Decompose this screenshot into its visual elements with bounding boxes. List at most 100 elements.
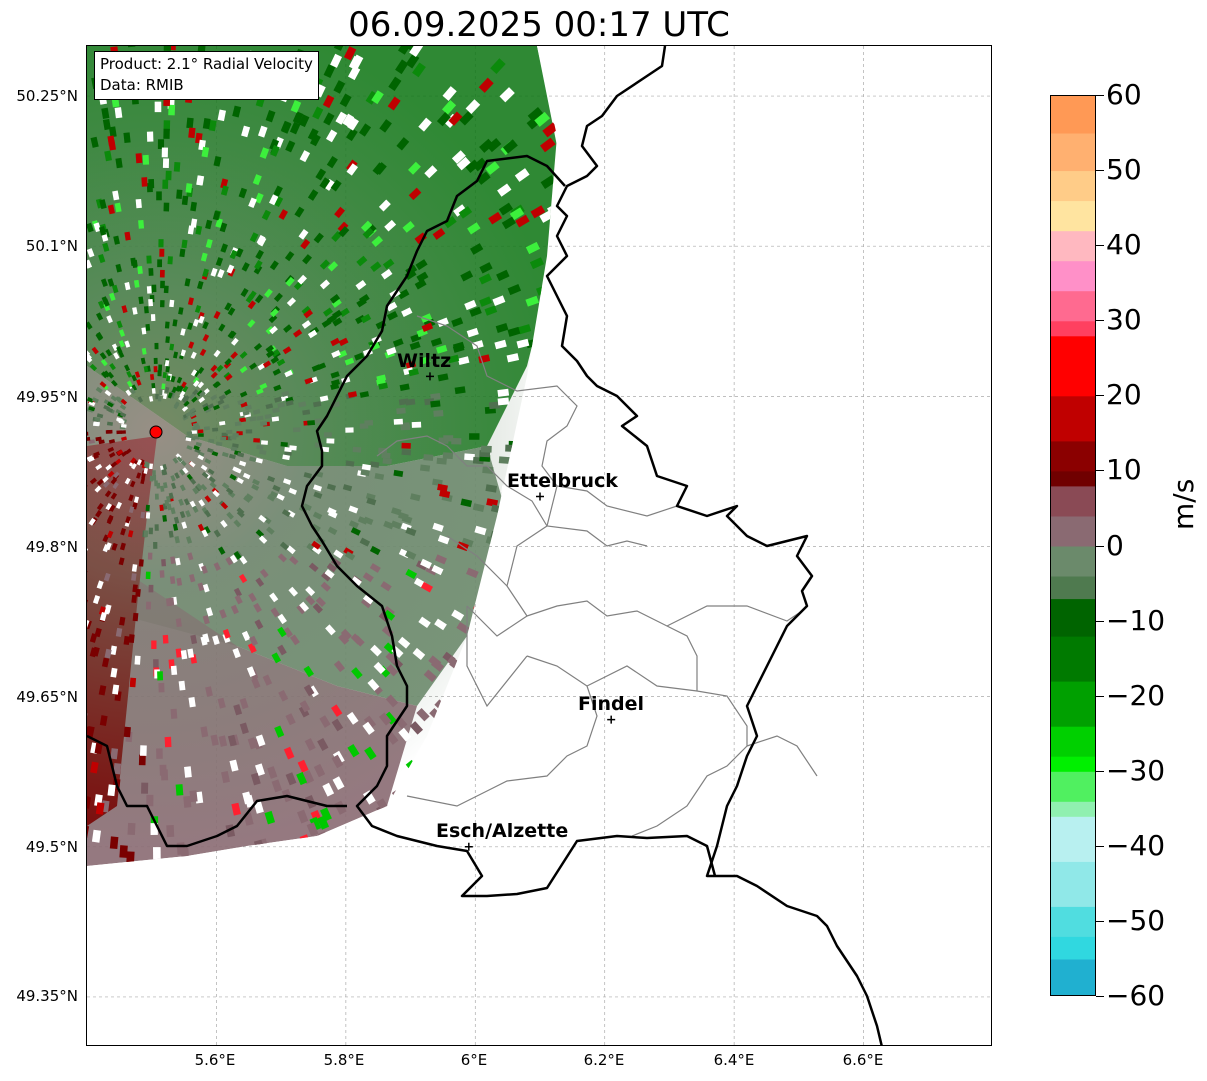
radar-echo-pixel xyxy=(135,588,141,597)
radar-echo-pixel xyxy=(167,874,175,887)
radar-echo-pixel xyxy=(159,570,165,578)
radar-echo-pixel xyxy=(229,249,238,260)
radar-echo-pixel xyxy=(156,191,162,201)
radar-echo-pixel xyxy=(220,243,228,253)
radar-echo-pixel xyxy=(428,783,443,799)
radar-echo-pixel xyxy=(565,237,580,250)
radar-echo-pixel xyxy=(323,64,336,79)
lat-tick-label: 50.25°N xyxy=(16,87,78,105)
radar-echo-pixel xyxy=(102,544,110,553)
radar-echo-pixel xyxy=(305,595,316,606)
radar-echo-pixel xyxy=(153,357,158,364)
radar-echo-pixel xyxy=(212,381,220,388)
colorbar-band xyxy=(1051,599,1095,638)
radar-echo-pixel xyxy=(226,264,235,274)
radar-echo-pixel xyxy=(95,436,102,442)
radar-echo-pixel xyxy=(525,295,540,307)
product-info-box: Product: 2.1° Radial Velocity Data: RMIB xyxy=(94,51,319,100)
colorbar-tick-label: −10 xyxy=(1106,603,1166,637)
colorbar-tick xyxy=(1096,170,1104,172)
radar-echo-pixel xyxy=(585,394,598,403)
radar-echo-pixel xyxy=(400,424,411,431)
radar-echo-pixel xyxy=(117,418,124,423)
colorbar-band xyxy=(1051,321,1095,337)
radar-echo-pixel xyxy=(420,558,432,569)
radar-echo-pixel xyxy=(189,477,197,485)
radar-echo-pixel xyxy=(432,522,444,532)
radar-echo-pixel xyxy=(120,527,126,536)
radar-echo-pixel xyxy=(188,127,196,139)
radar-echo-pixel xyxy=(198,311,205,320)
radar-echo-pixel xyxy=(99,611,107,622)
radar-site-marker[interactable] xyxy=(149,425,163,439)
radar-echo-pixel xyxy=(232,647,241,659)
radar-echo-pixel xyxy=(232,466,240,473)
radar-echo-pixel xyxy=(195,441,202,447)
radar-echo-pixel xyxy=(173,162,181,172)
radar-echo-pixel xyxy=(176,577,183,586)
colorbar-tick-label: −60 xyxy=(1106,979,1166,1012)
radar-echo-pixel xyxy=(113,471,120,479)
radar-echo-pixel xyxy=(330,179,342,192)
radar-echo-pixel xyxy=(480,726,496,741)
radar-echo-pixel xyxy=(302,409,311,416)
radar-echo-pixel xyxy=(180,650,188,660)
city-marker xyxy=(607,715,616,724)
colorbar-tick-label: 0 xyxy=(1106,528,1124,562)
radar-echo-pixel xyxy=(162,158,170,169)
colorbar-band xyxy=(1051,261,1095,292)
radar-echo-pixel xyxy=(391,507,402,516)
radar-echo-pixel xyxy=(176,456,183,463)
radar-echo-pixel xyxy=(497,183,512,197)
radar-echo-pixel xyxy=(293,329,303,338)
radar-echo-pixel xyxy=(110,645,117,656)
radar-echo-pixel xyxy=(384,219,397,232)
radar-echo-pixel xyxy=(194,425,201,430)
radar-echo-pixel xyxy=(160,300,165,308)
radar-echo-pixel xyxy=(489,606,503,618)
radar-echo-pixel xyxy=(109,504,116,512)
radar-echo-pixel xyxy=(179,484,186,492)
radar-echo-pixel xyxy=(93,421,100,426)
city-label-wiltz: Wiltz xyxy=(397,350,452,372)
radar-echo-pixel xyxy=(118,329,126,337)
radar-echo-pixel xyxy=(576,350,590,360)
radar-echo-pixel xyxy=(319,807,332,822)
radar-echo-pixel xyxy=(617,547,632,558)
radar-echo-pixel xyxy=(179,510,186,519)
colorbar-tick-label: 20 xyxy=(1106,378,1142,412)
radar-echo-pixel xyxy=(421,774,436,790)
radar-echo-pixel xyxy=(514,168,530,182)
colorbar-band xyxy=(1051,801,1095,818)
radar-echo-pixel xyxy=(185,510,192,518)
radar-echo-pixel xyxy=(212,635,220,645)
radar-echo-pixel xyxy=(447,354,460,364)
radar-echo-pixel xyxy=(197,429,204,434)
radar-echo-pixel xyxy=(95,463,103,471)
radar-echo-pixel xyxy=(300,853,313,866)
radar-echo-pixel xyxy=(160,485,165,492)
radar-echo-pixel xyxy=(383,711,397,725)
radar-echo-pixel xyxy=(156,482,161,489)
radar-echo-pixel xyxy=(317,815,330,830)
radar-echo-pixel xyxy=(132,307,138,315)
radar-echo-pixel xyxy=(104,648,112,659)
radar-echo-pixel xyxy=(418,616,431,629)
radar-echo-pixel xyxy=(335,111,348,125)
radar-echo-pixel xyxy=(299,150,311,163)
radar-echo-pixel xyxy=(359,537,371,547)
radar-echo-pixel xyxy=(465,99,481,115)
radar-echo-pixel xyxy=(442,100,457,115)
city-marker xyxy=(536,492,544,501)
radar-echo-pixel xyxy=(210,267,218,277)
colorbar-tick xyxy=(1096,996,1104,997)
radar-echo-pixel xyxy=(277,402,286,408)
radar-echo-pixel xyxy=(249,416,257,422)
radar-echo-pixel xyxy=(430,400,441,408)
radar-echo-pixel xyxy=(151,382,156,389)
radar-echo-pixel xyxy=(113,762,122,775)
radar-map[interactable] xyxy=(86,45,992,1046)
radar-echo-pixel xyxy=(487,575,502,587)
radar-echo-pixel xyxy=(114,107,123,119)
radar-echo-pixel xyxy=(552,461,557,470)
